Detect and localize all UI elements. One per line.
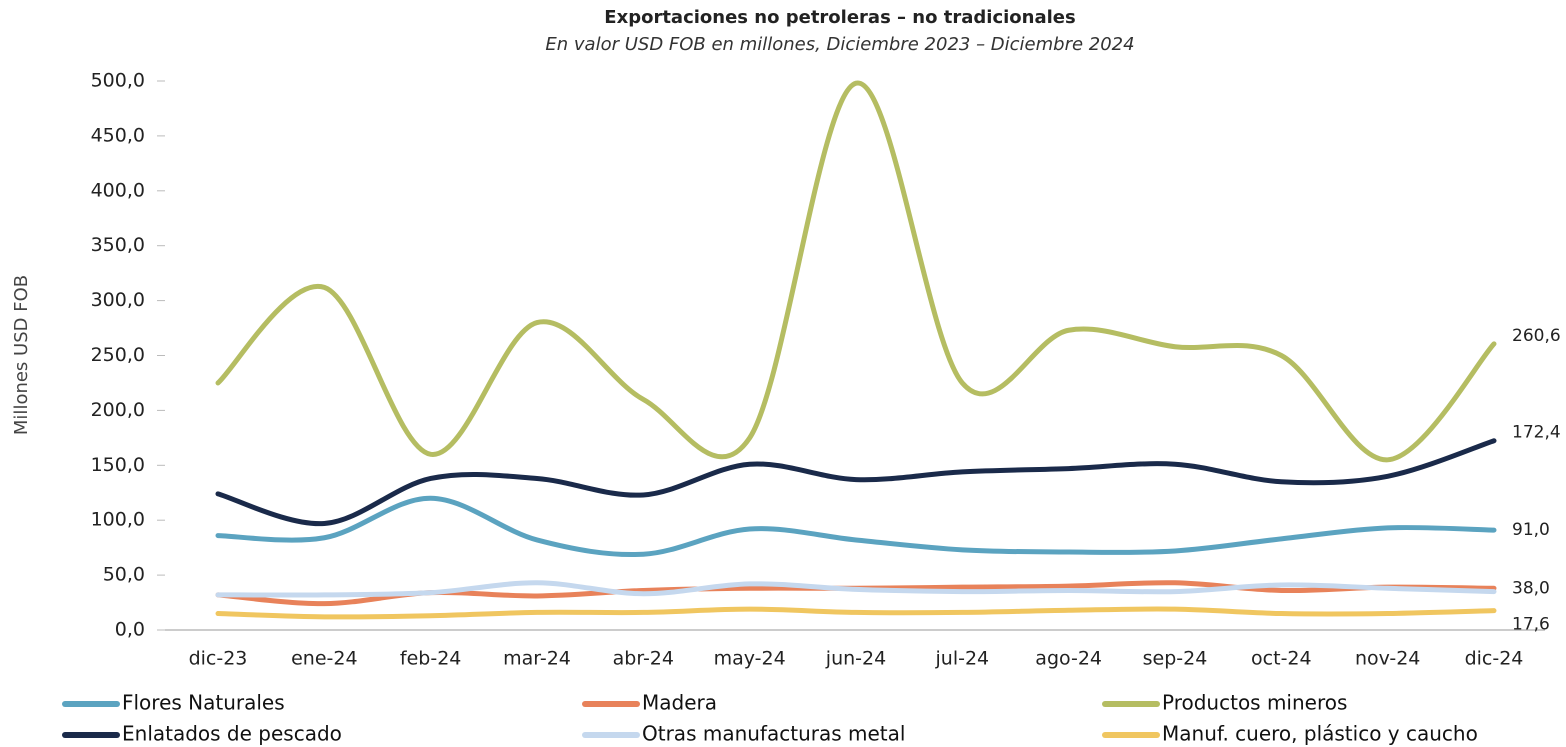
y-tick-label: 200,0: [91, 399, 145, 421]
y-tick-label: 400,0: [91, 179, 145, 201]
x-tick-label: ene-24: [291, 648, 357, 670]
y-tick-label: 350,0: [91, 234, 145, 256]
legend-label: Productos mineros: [1162, 691, 1347, 715]
series-line: [215, 580, 1497, 598]
y-tick-label: 100,0: [91, 509, 145, 531]
x-tick-label: feb-24: [400, 648, 461, 670]
series-line: [215, 80, 1497, 463]
series-line: [215, 438, 1497, 527]
x-tick-label: ago-24: [1035, 648, 1102, 670]
legend-label: Madera: [642, 691, 717, 715]
series-line: [215, 495, 1497, 558]
x-tick-label: dic-24: [1465, 648, 1524, 670]
data-label: 260,6: [1512, 326, 1561, 346]
y-tick-label: 50,0: [103, 564, 145, 586]
y-tick-label: 450,0: [91, 124, 145, 146]
data-label: 38,0: [1512, 578, 1550, 598]
legend-label: Manuf. cuero, plástico y caucho: [1162, 722, 1478, 746]
y-tick-label: 500,0: [91, 70, 145, 92]
x-tick-label: mar-24: [503, 648, 571, 670]
x-tick-label: jul-24: [935, 648, 990, 670]
x-tick-label: jun-24: [825, 648, 886, 670]
x-tick-label: may-24: [714, 648, 786, 670]
x-tick-label: abr-24: [613, 648, 674, 670]
y-tick-label: 150,0: [91, 454, 145, 476]
x-tick-label: dic-23: [189, 648, 248, 670]
x-tick-label: nov-24: [1355, 648, 1420, 670]
data-label: 172,4: [1512, 423, 1561, 443]
legend-label: Otras manufacturas metal: [642, 722, 905, 746]
y-tick-label: 250,0: [91, 344, 145, 366]
legend-label: Flores Naturales: [122, 691, 285, 715]
y-axis-label: Millones USD FOB: [11, 275, 32, 435]
data-label: 17,6: [1512, 615, 1550, 635]
y-tick-label: 0,0: [115, 619, 145, 641]
x-tick-label: oct-24: [1251, 648, 1312, 670]
legend-label: Enlatados de pescado: [122, 722, 342, 746]
chart-subtitle: En valor USD FOB en millones, Diciembre …: [545, 34, 1134, 55]
data-label: 91,0: [1512, 520, 1550, 540]
x-tick-label: sep-24: [1143, 648, 1208, 670]
series-line: [215, 606, 1497, 620]
chart-title: Exportaciones no petroleras – no tradici…: [604, 7, 1075, 28]
y-tick-label: 300,0: [91, 289, 145, 311]
